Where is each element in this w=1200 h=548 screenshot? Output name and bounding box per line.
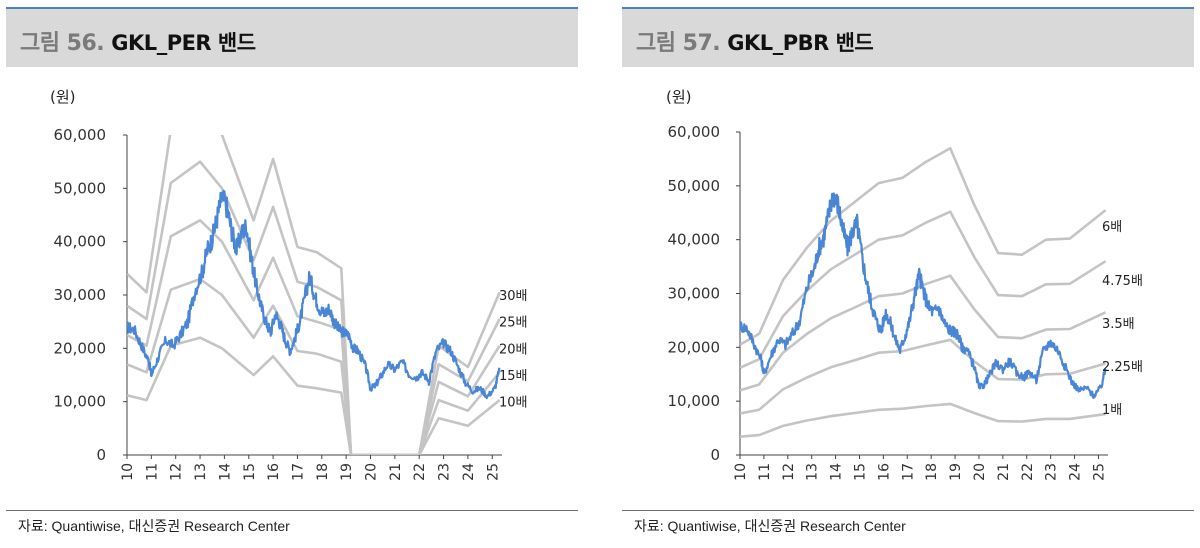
x-tick-label: 15: [242, 463, 258, 481]
y-tick-label: 30,000: [54, 286, 107, 304]
x-tick-label: 24: [461, 463, 477, 481]
x-tick-label: 21: [996, 463, 1012, 481]
band-label-3: 15배: [499, 369, 528, 384]
band-line-4: [740, 402, 1106, 438]
figure-title: GKL_PER 밴드: [111, 31, 256, 55]
figure-title: GKL_PBR 밴드: [727, 31, 874, 55]
x-tick-label: 11: [757, 463, 773, 481]
x-tick-label: 17: [290, 463, 306, 481]
x-tick-label: 13: [805, 463, 821, 481]
band-line-0: [127, 135, 501, 455]
y-tick-label: 40,000: [54, 233, 107, 251]
x-tick-label: 12: [169, 463, 185, 481]
y-tick-label: 60,000: [668, 123, 721, 141]
band-label-1: 4.75배: [1102, 274, 1143, 289]
per-band-chart: 0 10,000 20,000 30,000 40,000 50,000 60,000 10 1…: [54, 126, 528, 481]
band-label-2: 3.5배: [1102, 317, 1135, 332]
source-note: 자료: Quantiwise, 대신증권 Research Center: [18, 518, 290, 534]
y-tick-label: 50,000: [668, 177, 721, 195]
x-tick-label: 13: [193, 463, 209, 481]
band-label-4: 10배: [499, 396, 528, 411]
figure-number: 그림 57.: [636, 31, 721, 56]
band-line-0: [740, 146, 1107, 346]
y-tick-label: 0: [96, 446, 106, 464]
y-tick-label: 30,000: [668, 285, 721, 303]
price-line: [127, 189, 501, 400]
pbr-band-chart: 0 10,000 20,000 30,000 40,000 50,000 60,000 10 1…: [668, 123, 1143, 481]
band-line-3: [740, 338, 1106, 415]
band-label-0: 6배: [1102, 220, 1122, 235]
y-unit-label: (원): [50, 88, 76, 106]
x-tick-label: 19: [339, 463, 355, 481]
x-tick-label: 16: [876, 463, 892, 481]
figure-number: 그림 56.: [20, 31, 105, 56]
x-tick-label: 22: [412, 463, 428, 481]
band-label-1: 25배: [499, 316, 528, 331]
band-line-4: [127, 336, 501, 455]
x-tick-label: 25: [1091, 463, 1107, 481]
x-tick-label: 20: [972, 463, 988, 481]
band-label-2: 20배: [499, 342, 528, 357]
band-label-4: 1배: [1102, 403, 1122, 418]
band-label-3: 2.25배: [1102, 360, 1143, 375]
x-tick-label: 22: [1020, 463, 1036, 481]
per-band-panel: 그림 56. GKL_PER 밴드 (원) 0 10,000 20,000 30,00…: [6, 0, 578, 548]
source-note: 자료: Quantiwise, 대신증권 Research Center: [634, 518, 906, 534]
band-line-1: [127, 160, 501, 455]
x-tick-label: 10: [120, 463, 136, 481]
x-tick-label: 25: [485, 463, 501, 481]
x-tick-label: 15: [852, 463, 868, 481]
band-line-3: [127, 277, 501, 455]
x-tick-label: 23: [1044, 463, 1060, 481]
y-tick-label: 0: [710, 446, 720, 464]
band-label-0: 30배: [499, 289, 528, 304]
band-line-1: [740, 210, 1107, 369]
y-tick-label: 20,000: [54, 339, 107, 357]
x-tick-label: 10: [733, 463, 749, 481]
y-tick-label: 40,000: [668, 231, 721, 249]
source-divider: [6, 510, 578, 511]
x-tick-label: 23: [437, 463, 453, 481]
x-tick-label: 18: [924, 463, 940, 481]
pbr-band-panel: 그림 57. GKL_PBR 밴드 (원) 0 10,000 20,000 30,00…: [622, 0, 1194, 548]
x-tick-label: 11: [144, 463, 160, 481]
y-tick-label: 10,000: [668, 392, 721, 410]
x-tick-label: 17: [900, 463, 916, 481]
x-tick-label: 14: [217, 463, 233, 481]
y-tick-label: 10,000: [54, 393, 107, 411]
figure-title-bar: 그림 56. GKL_PER 밴드: [6, 7, 578, 67]
x-tick-label: 19: [948, 463, 964, 481]
price-line: [740, 192, 1107, 399]
y-unit-label: (원): [666, 88, 692, 106]
y-tick-label: 20,000: [668, 338, 721, 356]
x-tick-label: 20: [364, 463, 380, 481]
figure-title-bar: 그림 57. GKL_PBR 밴드: [622, 7, 1194, 67]
y-tick-label: 50,000: [54, 179, 107, 197]
x-tick-label: 14: [829, 463, 845, 481]
x-tick-label: 21: [388, 463, 404, 481]
x-tick-label: 12: [781, 463, 797, 481]
band-line-2: [127, 219, 501, 455]
x-tick-label: 16: [266, 463, 282, 481]
source-divider: [622, 510, 1194, 511]
x-tick-label: 18: [315, 463, 331, 481]
x-tick-label: 24: [1068, 463, 1084, 481]
y-tick-label: 60,000: [54, 126, 107, 144]
